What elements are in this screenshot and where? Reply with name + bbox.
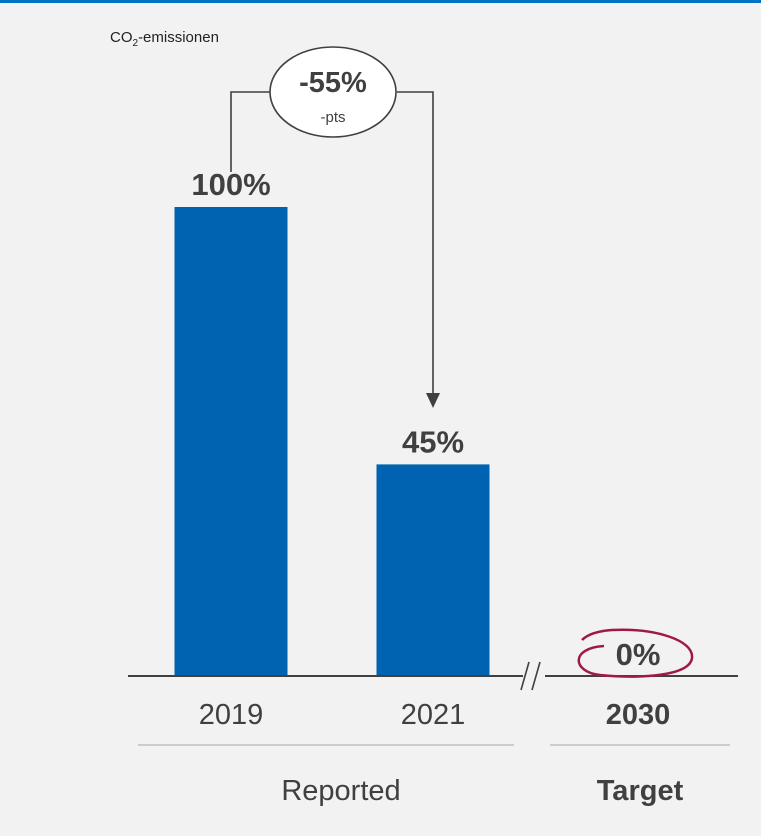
top-rule: [0, 0, 761, 3]
bar-2019: [174, 207, 288, 675]
category-label-2030: 2030: [606, 699, 671, 731]
category-label-2021: 2021: [401, 699, 466, 731]
value-label-2030: 0%: [616, 637, 661, 672]
y-axis-label-subscript: 2: [133, 38, 139, 49]
value-label-2021: 45%: [402, 424, 464, 459]
target-circle-highlight: [577, 628, 694, 678]
y-axis-label-main: CO: [110, 29, 133, 46]
value-label-2019: 100%: [191, 167, 270, 202]
change-bubble: [269, 46, 397, 138]
axis-break-mark-2: [531, 661, 541, 691]
y-axis-label-rest: -emissionen: [138, 29, 219, 46]
group-label-target: Target: [597, 775, 684, 807]
change-arrow-head: [426, 393, 440, 408]
category-label-2019: 2019: [199, 699, 264, 731]
bars-group: 100% 45% 0%: [174, 167, 661, 675]
y-axis-label: CO2-emissionen: [110, 29, 219, 49]
category-labels: 2019 2021 2030: [199, 699, 671, 731]
bar-2021: [376, 464, 490, 675]
change-bracket-line: [230, 91, 434, 395]
group-label-reported: Reported: [281, 775, 400, 807]
change-unit: -pts: [320, 109, 345, 126]
axis-break-mark-1: [520, 661, 530, 691]
change-value: -55%: [299, 67, 367, 99]
